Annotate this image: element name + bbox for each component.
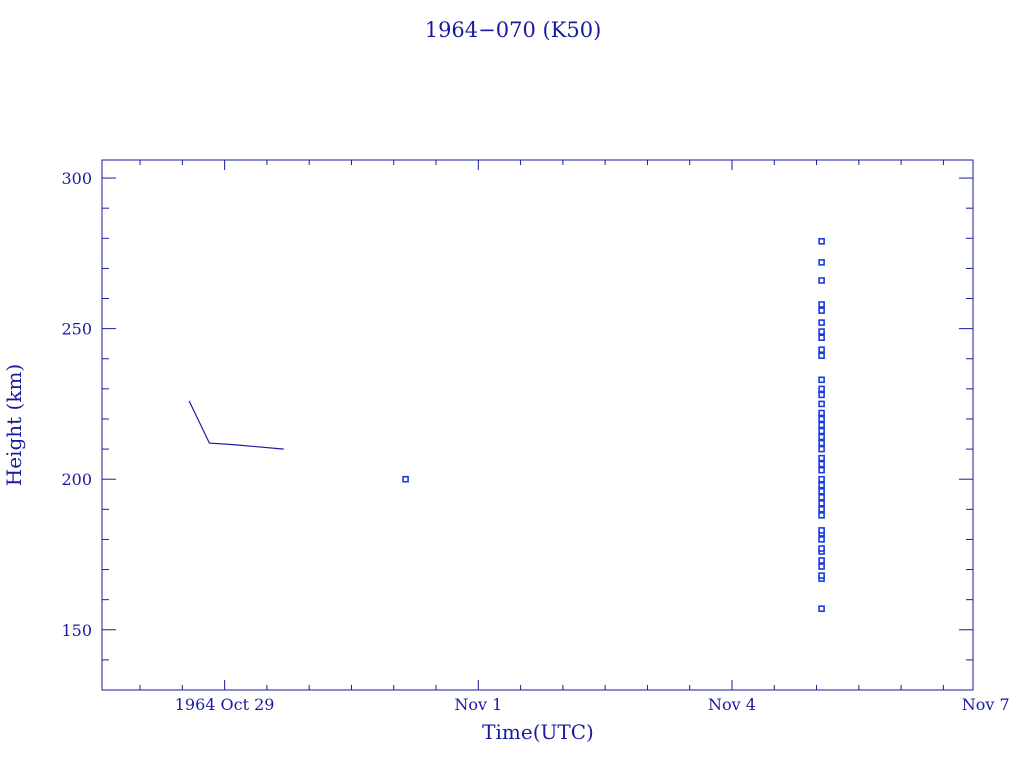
data-point — [818, 385, 825, 393]
y-axis-label: Height (km) — [2, 364, 26, 486]
data-point — [818, 605, 825, 613]
data-point — [818, 328, 825, 335]
data-point — [818, 572, 825, 579]
data-point — [818, 460, 825, 468]
data-point — [818, 238, 825, 245]
data-point — [818, 427, 825, 435]
y-tick-label: 300 — [61, 169, 92, 188]
data-point — [818, 493, 825, 501]
x-axis: 1964 Oct 29 Nov 1 Nov 4 Nov 7 — [139, 160, 1010, 714]
data-point — [818, 400, 825, 408]
data-point — [818, 511, 825, 519]
x-tick-label: Nov 7 — [962, 695, 1010, 714]
data-point — [818, 421, 825, 429]
x-axis-label: Time(UTC) — [482, 720, 594, 744]
data-point — [818, 563, 825, 570]
data-point — [818, 536, 825, 543]
x-tick-label: 1964 Oct 29 — [175, 695, 275, 714]
data-point — [818, 557, 825, 564]
data-point — [818, 527, 825, 534]
y-axis: 150 200 250 300 — [61, 169, 973, 691]
data-point — [818, 499, 825, 507]
data-point — [402, 475, 409, 483]
plot-frame — [101, 159, 974, 691]
data-point — [818, 445, 825, 453]
data-point — [818, 439, 825, 447]
data-point — [818, 301, 825, 308]
data-point — [818, 466, 825, 474]
data-point — [818, 376, 825, 384]
data-point — [818, 481, 825, 489]
data-point — [818, 277, 825, 284]
x-tick-label: Nov 4 — [708, 695, 756, 714]
data-point — [818, 505, 825, 513]
data-point — [818, 415, 825, 423]
y-tick-label: 200 — [61, 470, 92, 489]
x-tick-label: Nov 1 — [454, 695, 502, 714]
data-point — [818, 454, 825, 462]
data-point — [818, 307, 825, 314]
chart-title: 1964−070 (K50) — [425, 18, 602, 42]
y-tick-label: 150 — [61, 621, 92, 640]
series-line — [188, 400, 284, 450]
data-point — [818, 487, 825, 495]
data-point — [818, 433, 825, 441]
data-point — [818, 334, 825, 342]
data-point — [818, 259, 825, 266]
data-point — [818, 352, 825, 360]
data-point — [818, 475, 825, 483]
data-point — [818, 346, 825, 354]
data-point — [818, 391, 825, 399]
data-point — [818, 545, 825, 552]
data-point — [818, 409, 825, 417]
y-tick-label: 250 — [61, 320, 92, 339]
data-point — [818, 319, 825, 326]
plot-area — [188, 238, 825, 613]
